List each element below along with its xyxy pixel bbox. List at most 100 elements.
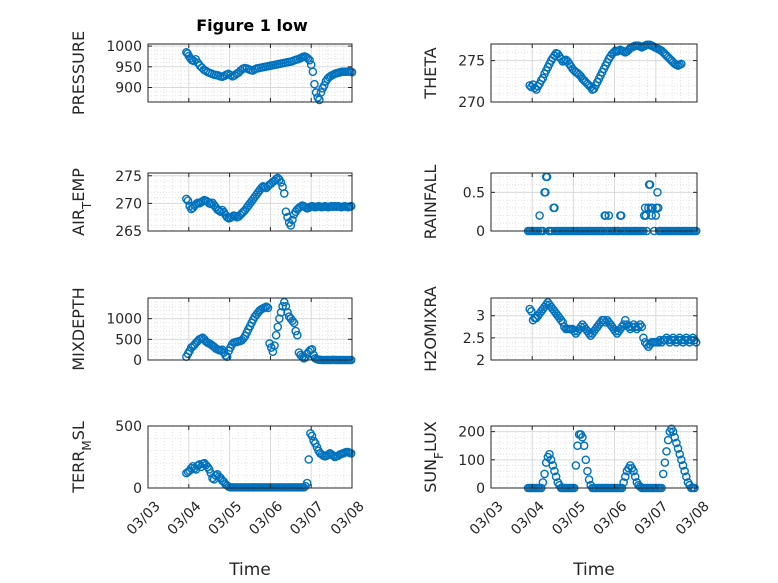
y-tick-label: 2.5 xyxy=(463,331,485,347)
y-axis-label: H2OMIXRA xyxy=(421,286,440,372)
data-point xyxy=(630,472,640,482)
data-point xyxy=(288,316,297,326)
data-point xyxy=(639,333,648,343)
data-point xyxy=(578,432,587,442)
data-point xyxy=(304,455,314,464)
data-point xyxy=(546,455,556,465)
data-point xyxy=(583,466,592,476)
y-axis-label: THETA xyxy=(421,47,440,99)
y-tick-label: 100 xyxy=(458,453,485,469)
y-tick-label: 200 xyxy=(458,425,485,441)
data-point xyxy=(601,318,610,327)
subplot-pressure: 900 950 1000 PRESSURE xyxy=(69,31,357,115)
axes-box xyxy=(147,425,353,489)
data-point xyxy=(182,194,191,204)
data-point xyxy=(541,188,550,197)
axes-box xyxy=(490,172,698,232)
data-point xyxy=(305,55,314,65)
data-point xyxy=(260,182,269,192)
subplot-air-temp: 265 270 275 AIRTEMP xyxy=(69,168,356,240)
data-point xyxy=(311,88,321,97)
data-point xyxy=(672,438,681,448)
y-tick-label: 0.5 xyxy=(463,185,485,201)
y-tick-label: 1000 xyxy=(106,39,142,55)
data-point xyxy=(604,211,614,220)
axes-box xyxy=(490,425,698,489)
data-point xyxy=(262,302,271,311)
y-tick-label: 0 xyxy=(133,481,142,497)
data-point xyxy=(653,203,663,213)
data-point xyxy=(525,304,535,314)
data-point xyxy=(677,455,686,465)
axes-box xyxy=(490,43,698,103)
data-point xyxy=(550,466,559,476)
data-point xyxy=(293,330,302,340)
data-point xyxy=(263,303,273,313)
data-point xyxy=(681,472,691,482)
y-tick-label: 1000 xyxy=(106,312,142,328)
data-point xyxy=(548,461,558,470)
y-tick-label: 275 xyxy=(115,169,142,185)
data-point xyxy=(653,188,662,197)
data-point xyxy=(527,306,536,316)
data-point xyxy=(621,472,630,482)
y-axis-label: AIRTEMP xyxy=(69,168,94,236)
y-axis-label: RAINFALL xyxy=(421,165,440,240)
y-tick-label: 270 xyxy=(458,95,485,111)
y-tick-label: 500 xyxy=(115,332,142,348)
data-point xyxy=(556,315,566,325)
data-point xyxy=(678,461,688,470)
y-tick-label: 0 xyxy=(133,353,142,369)
data-point xyxy=(599,315,609,325)
y-tick-label: 500 xyxy=(115,419,142,435)
x-axis-label: Time xyxy=(572,560,615,580)
plot-area xyxy=(491,426,697,488)
data-point xyxy=(346,448,356,458)
plot-area xyxy=(148,298,352,360)
data-point xyxy=(538,478,548,487)
data-point xyxy=(662,447,671,456)
subplot-theta: 270 275 THETA xyxy=(421,40,698,111)
data-point xyxy=(569,326,579,336)
data-point xyxy=(279,297,289,307)
data-point xyxy=(584,329,594,338)
data-point xyxy=(677,59,686,69)
data-point xyxy=(645,180,655,189)
y-tick-label: 2 xyxy=(476,353,485,369)
y-tick-label: 950 xyxy=(115,60,142,76)
data-point xyxy=(616,211,626,220)
series-markers xyxy=(182,47,357,105)
data-point xyxy=(310,79,319,89)
data-point xyxy=(576,322,586,332)
data-point xyxy=(281,207,291,216)
data-point xyxy=(541,300,551,309)
y-axis-label: SUNFLUX xyxy=(421,421,446,493)
data-point xyxy=(302,478,312,488)
data-point xyxy=(686,335,696,345)
y-axis-label: TERRMSL xyxy=(69,421,94,494)
data-point xyxy=(571,461,581,470)
series-markers xyxy=(525,298,701,352)
series-markers xyxy=(525,40,686,94)
data-point xyxy=(558,318,567,327)
data-point xyxy=(550,203,559,213)
y-tick-label: 900 xyxy=(115,81,142,97)
axes-box xyxy=(147,43,353,103)
y-axis-label: MIXDEPTH xyxy=(69,287,88,370)
data-point xyxy=(307,344,317,354)
data-point xyxy=(271,330,281,340)
plot-area xyxy=(491,173,697,231)
data-point xyxy=(629,466,638,476)
data-point xyxy=(621,315,630,325)
subplot-rainfall: 0 0.5 RAINFALL xyxy=(421,165,701,240)
grid xyxy=(490,297,697,361)
data-point xyxy=(658,469,668,479)
data-point xyxy=(319,81,329,90)
plot-area xyxy=(148,426,352,488)
data-point xyxy=(189,56,198,66)
data-point xyxy=(641,211,651,220)
data-point xyxy=(183,196,193,205)
data-point xyxy=(214,206,224,215)
